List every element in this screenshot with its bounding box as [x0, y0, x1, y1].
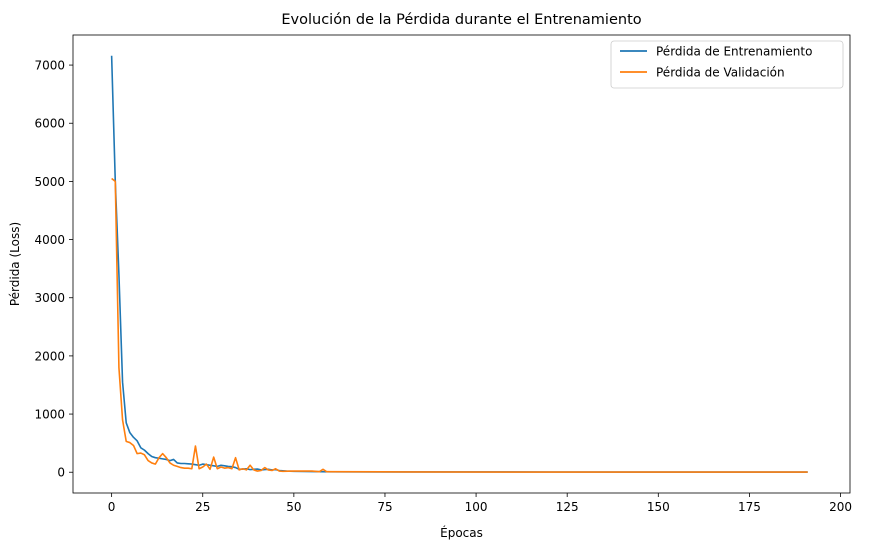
x-axis-ticks: 0 25 50 75 100 125 150 175 200	[108, 493, 852, 514]
y-tick-label: 7000	[34, 59, 65, 73]
series-lines	[110, 55, 808, 473]
y-tick-label: 5000	[34, 175, 65, 189]
y-tick-label: 1000	[34, 408, 65, 422]
y-axis-ticks: 0 1000 2000 3000 4000 5000 6000 7000	[34, 59, 73, 480]
x-tick-label: 200	[829, 500, 852, 514]
x-tick-label: 150	[647, 500, 670, 514]
x-tick-label: 100	[465, 500, 488, 514]
x-tick-label: 0	[108, 500, 116, 514]
y-tick-label: 4000	[34, 233, 65, 247]
y-tick-label: 2000	[34, 349, 65, 363]
x-tick-label: 125	[556, 500, 579, 514]
x-tick-label: 50	[286, 500, 301, 514]
plot-frame	[72, 34, 851, 494]
legend-label-validation: Pérdida de Validación	[656, 66, 785, 80]
chart-title: Evolución de la Pérdida durante el Entre…	[281, 12, 641, 28]
x-tick-label: 75	[377, 500, 392, 514]
legend-box	[610, 40, 844, 89]
y-tick-label: 6000	[34, 117, 65, 131]
x-tick-label: 175	[738, 500, 761, 514]
y-tick-label: 0	[57, 466, 65, 480]
x-axis-label: Épocas	[440, 525, 483, 540]
y-tick-label: 3000	[34, 291, 65, 305]
legend-label-training: Pérdida de Entrenamiento	[656, 45, 812, 59]
x-tick-label: 25	[195, 500, 210, 514]
y-axis-label: Pérdida (Loss)	[8, 222, 22, 306]
validation-loss-line	[111, 177, 808, 473]
legend: Pérdida de Entrenamiento Pérdida de Vali…	[610, 40, 844, 89]
